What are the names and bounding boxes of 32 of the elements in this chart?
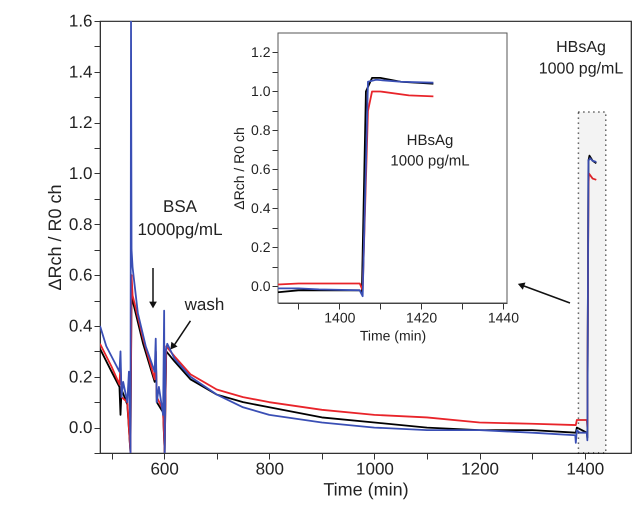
y-tick-label: 0.6: [68, 266, 92, 285]
x-tick-label: 1440: [488, 310, 520, 326]
x-tick-label: 1200: [461, 460, 499, 478]
x-tick-label: 1000: [356, 460, 394, 478]
x-tick-label: 600: [150, 460, 179, 478]
y-tick-label: 0.6: [251, 160, 271, 177]
y-tick-label: 0.4: [68, 316, 92, 336]
y-tick-label: 0.2: [68, 367, 92, 386]
y-tick-label: 1.0: [68, 164, 92, 183]
annotation: wash: [184, 294, 224, 314]
y-tick-label: 0.2: [251, 238, 271, 255]
x-axis-title: Time (min): [323, 480, 409, 500]
x-tick-label: 800: [256, 460, 284, 478]
y-tick-label: 1.2: [251, 44, 271, 60]
y-tick-label: 1.0: [251, 82, 271, 99]
y-tick-label: 0.4: [251, 200, 271, 216]
y-tick-label: 0.0: [251, 278, 271, 294]
y-axis-title: ΔRch / R0 ch: [231, 127, 248, 210]
annotation: HBsAg 1000 pg/mL: [538, 39, 624, 78]
x-tick-label: 1400: [566, 460, 604, 478]
y-tick-label: 1.2: [68, 113, 92, 132]
y-tick-label: 1.6: [68, 12, 92, 30]
y-axis-title: ΔRch / R0 ch: [44, 184, 65, 291]
x-axis-title: Time (min): [360, 328, 426, 344]
y-tick-label: 0.8: [251, 122, 271, 138]
annotation: BSA 1000pg/mL: [137, 197, 223, 239]
x-tick-label: 1400: [324, 310, 356, 326]
annotation: HBsAg 1000 pg/mL: [390, 132, 470, 170]
y-tick-label: 0.0: [68, 418, 92, 438]
y-tick-label: 1.4: [68, 62, 92, 82]
x-tick-label: 1420: [406, 310, 438, 326]
y-tick-label: 0.8: [68, 214, 92, 234]
